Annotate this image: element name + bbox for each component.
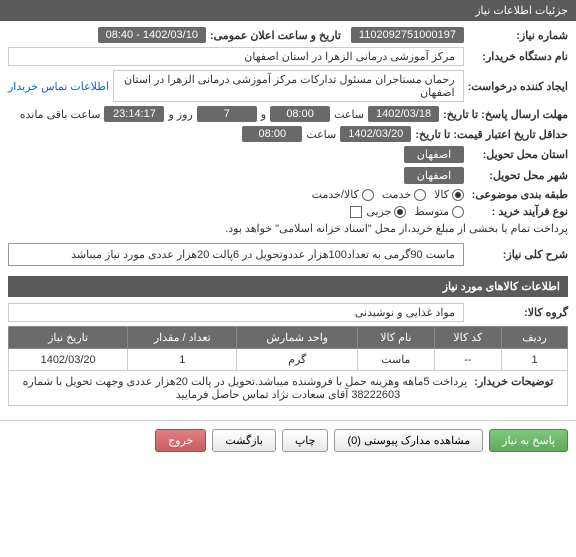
radio-dot-icon — [452, 189, 464, 201]
back-button[interactable]: بازگشت — [212, 429, 276, 452]
payment-note: پرداخت تمام یا بخشی از مبلغ خرید،از محل … — [225, 222, 568, 235]
delivery-city: اصفهان — [404, 167, 464, 184]
summary-label: شرح کلی نیاز: — [468, 248, 568, 261]
and-word: و — [261, 108, 266, 121]
radio-small[interactable]: متوسط — [414, 205, 464, 218]
buyer-label: نام دستگاه خریدار: — [468, 50, 568, 63]
need-number-value: 1102092751000197 — [351, 27, 464, 43]
col-row: ردیف — [502, 327, 568, 349]
table-row[interactable]: 1 -- ماست گرم 1 1402/03/20 — [9, 349, 568, 371]
col-date: تاریخ نیاز — [9, 327, 128, 349]
radio-goods[interactable]: کالا — [434, 188, 464, 201]
col-name: نام کالا — [358, 327, 435, 349]
delivery-province-label: استان محل تحویل: — [468, 148, 568, 161]
group-label: گروه کالا: — [468, 306, 568, 319]
deadline-send-time: 08:00 — [270, 106, 330, 122]
process-radio-group: متوسط جزیی — [366, 205, 464, 218]
validity-date: 1402/03/20 — [340, 126, 411, 142]
radio-dot-icon — [394, 206, 406, 218]
validity-time: 08:00 — [242, 126, 302, 142]
respond-button[interactable]: پاسخ به نیاز — [489, 429, 568, 452]
radio-dot-icon — [414, 189, 426, 201]
col-unit: واحد شمارش — [237, 327, 358, 349]
summary-value: ماست 90گرمی به تعداد100هزار عددوتحویل در… — [8, 243, 464, 266]
print-button[interactable]: چاپ — [282, 429, 329, 452]
radio-dot-icon — [362, 189, 374, 201]
need-number-label: شماره نیاز: — [468, 29, 568, 42]
treasury-checkbox[interactable] — [350, 206, 362, 218]
page-title: جزئیات اطلاعات نیاز — [475, 5, 568, 17]
exit-button[interactable]: خروج — [155, 429, 206, 452]
validity-label: حداقل تاریخ اعتبار قیمت: تا تاریخ: — [415, 128, 568, 141]
cell-name: ماست — [358, 349, 435, 371]
cell-code: -- — [434, 349, 502, 371]
items-table: ردیف کد کالا نام کالا واحد شمارش تعداد /… — [8, 326, 568, 406]
group-value: مواد غذایی و نوشیدنی — [8, 303, 464, 322]
remain-label: ساعت باقی مانده — [20, 108, 101, 121]
cell-qty: 1 — [128, 349, 237, 371]
day-word: روز و — [168, 108, 192, 121]
table-header-row: ردیف کد کالا نام کالا واحد شمارش تعداد /… — [9, 327, 568, 349]
remain-time: 23:14:17 — [104, 106, 164, 122]
details-form: شماره نیاز: 1102092751000197 تاریخ و ساع… — [0, 21, 576, 412]
radio-service[interactable]: خدمت — [382, 188, 426, 201]
buyer-contact-link[interactable]: اطلاعات تماس خریدار — [8, 80, 109, 93]
days-value: 7 — [197, 106, 257, 122]
category-radio-group: کالا خدمت کالا/خدمت — [312, 188, 464, 201]
cell-row: 1 — [502, 349, 568, 371]
buyer-value: مرکز آموزشی درمانی الزهرا در استان اصفها… — [8, 47, 464, 66]
buyer-desc-value: پرداخت 5ماهه وهزینه حمل با فروشنده میباش… — [23, 376, 468, 401]
announce-value: 1402/03/10 - 08:40 — [98, 27, 206, 43]
requestor-value: رحمان مستاجران مسئول تدارکات مرکز آموزشی… — [113, 70, 464, 102]
cell-unit: گرم — [237, 349, 358, 371]
time-word-1: ساعت — [334, 108, 364, 121]
radio-both[interactable]: کالا/خدمت — [312, 188, 374, 201]
requestor-label: ایجاد کننده درخواست: — [468, 80, 568, 93]
announce-label: تاریخ و ساعت اعلان عمومی: — [210, 29, 341, 42]
process-label: نوع فرآیند خرید : — [468, 205, 568, 218]
cell-date: 1402/03/20 — [9, 349, 128, 371]
radio-partial[interactable]: جزیی — [366, 205, 406, 218]
buyer-desc-row: توضیحات خریدار: پرداخت 5ماهه وهزینه حمل … — [9, 371, 568, 406]
attachments-button[interactable]: مشاهده مدارک پیوستی (0) — [334, 429, 483, 452]
radio-dot-icon — [452, 206, 464, 218]
footer-toolbar: پاسخ به نیاز مشاهده مدارک پیوستی (0) چاپ… — [0, 420, 576, 460]
col-code: کد کالا — [434, 327, 502, 349]
page-title-bar: جزئیات اطلاعات نیاز — [0, 0, 576, 21]
delivery-province: اصفهان — [404, 146, 464, 163]
buyer-desc-label: توضیحات خریدار: — [474, 376, 553, 388]
delivery-city-label: شهر محل تحویل: — [468, 169, 568, 182]
time-word-2: ساعت — [306, 128, 336, 141]
col-qty: تعداد / مقدار — [128, 327, 237, 349]
deadline-send-label: مهلت ارسال پاسخ: تا تاریخ: — [443, 108, 568, 121]
category-label: طبقه بندی موضوعی: — [468, 188, 568, 201]
deadline-send-date: 1402/03/18 — [368, 106, 439, 122]
items-header: اطلاعات کالاهای مورد نیاز — [8, 276, 568, 297]
